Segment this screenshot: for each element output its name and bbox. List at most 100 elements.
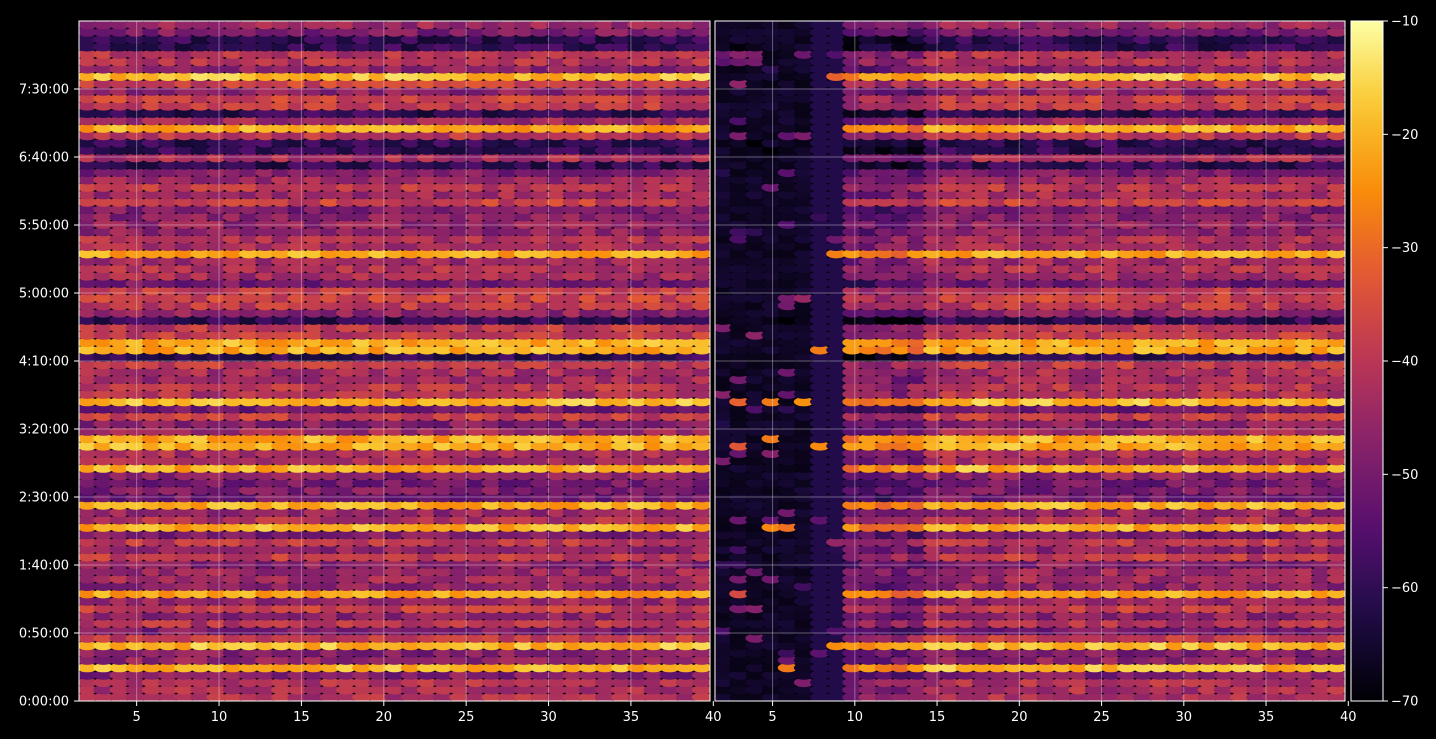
heatmap-cell: [271, 382, 292, 392]
heatmap-cell: [79, 212, 98, 222]
heatmap-cell: [611, 382, 631, 392]
heatmap-cell: [465, 190, 486, 200]
heatmap-cell: [271, 175, 292, 185]
heatmap-cell: [303, 167, 324, 178]
heatmap-cell: [174, 493, 195, 503]
heatmap-cell: [400, 426, 421, 436]
heatmap-cell: [858, 552, 879, 562]
heatmap-cell: [594, 648, 615, 658]
heatmap-cell: [93, 278, 114, 288]
heatmap-cell: [659, 552, 680, 562]
heatmap-cell: [826, 596, 847, 606]
heatmap-cell: [336, 641, 356, 651]
heatmap-cell: [923, 493, 944, 503]
heatmap-cell: [1197, 611, 1218, 621]
heatmap-cell: [271, 123, 292, 133]
heatmap-cell: [352, 567, 373, 577]
heatmap-cell: [761, 478, 782, 488]
heatmap-cell: [465, 131, 486, 141]
heatmap-cell: [449, 101, 470, 111]
heatmap-cell: [255, 426, 276, 436]
heatmap-cell: [481, 448, 502, 458]
heatmap-cell: [303, 352, 324, 362]
heatmap-cell: [109, 34, 130, 45]
heatmap-cell: [125, 86, 146, 96]
heatmap-cell: [906, 493, 927, 503]
heatmap-cell: [465, 256, 486, 266]
heatmap-cell: [416, 234, 437, 244]
heatmap-cell: [562, 426, 583, 436]
heatmap-cell: [497, 500, 518, 510]
heatmap-cell: [400, 655, 421, 665]
heatmap-cell: [271, 411, 292, 421]
heatmap-cell: [1326, 478, 1345, 488]
heatmap-cell: [352, 330, 373, 340]
heatmap-cell: [319, 426, 340, 436]
heatmap-cell: [643, 116, 664, 126]
heatmap-cell: [906, 448, 927, 458]
heatmap-cell: [497, 249, 518, 259]
heatmap-cell: [336, 352, 356, 362]
heatmap-cell: [1068, 448, 1089, 458]
heatmap-cell: [109, 101, 130, 111]
heatmap-cell: [1294, 463, 1315, 473]
heatmap-cell: [271, 86, 292, 96]
heatmap-cell: [793, 596, 814, 606]
heatmap-cell: [1068, 485, 1089, 495]
heatmap-cell: [659, 352, 680, 362]
heatmap-cell: [1149, 670, 1170, 680]
heatmap-cell: [255, 618, 276, 629]
heatmap-cell: [627, 234, 648, 244]
heatmap-cell: [890, 581, 911, 592]
heatmap-cell: [939, 685, 960, 695]
heatmap-cell: [611, 604, 631, 614]
heatmap-cell: [238, 471, 259, 481]
heatmap-cell: [971, 530, 992, 540]
heatmap-cell: [1181, 655, 1202, 665]
heatmap-cell: [433, 219, 453, 229]
heatmap-cell: [238, 685, 259, 695]
heatmap-cell: [449, 441, 470, 451]
heatmap-cell: [174, 264, 195, 274]
heatmap-cell: [222, 633, 243, 643]
heatmap-cell: [336, 471, 356, 481]
heatmap-cell: [416, 197, 437, 207]
heatmap-cell: [874, 581, 895, 592]
heatmap-cell: [238, 337, 259, 348]
heatmap-cell: [109, 71, 130, 81]
heatmap-cell: [238, 389, 259, 399]
heatmap-cell: [691, 389, 710, 399]
heatmap-cell: [562, 537, 583, 547]
heatmap-cell: [659, 648, 680, 658]
heatmap-cell: [530, 544, 551, 555]
heatmap-cell: [611, 677, 631, 688]
heatmap-cell: [141, 123, 162, 133]
heatmap-cell: [578, 589, 599, 599]
heatmap-cell: [481, 530, 502, 540]
heatmap-cell: [987, 478, 1008, 488]
heatmap-cell: [1278, 648, 1299, 658]
heatmap-cell: [513, 404, 534, 414]
heatmap-cell: [1020, 522, 1040, 532]
heatmap-cell: [1036, 500, 1057, 510]
heatmap-cell: [906, 500, 927, 510]
heatmap-cell: [336, 567, 356, 577]
heatmap-cell: [1084, 493, 1105, 503]
heatmap-cell: [319, 219, 340, 229]
heatmap-cell: [255, 685, 276, 695]
heatmap-cell: [368, 648, 389, 658]
heatmap-cell: [643, 256, 664, 266]
heatmap-cell: [352, 323, 373, 333]
heatmap-cell: [729, 537, 750, 547]
heatmap-cell: [125, 204, 146, 215]
heatmap-cell: [336, 234, 356, 244]
heatmap-cell: [190, 360, 211, 370]
heatmap-cell: [1020, 559, 1040, 569]
heatmap-cell: [1100, 626, 1121, 636]
heatmap-cell: [449, 389, 470, 399]
heatmap-cell: [416, 293, 437, 303]
heatmap-cell: [93, 677, 114, 688]
heatmap-cell: [384, 559, 405, 569]
heatmap-cell: [190, 116, 211, 126]
heatmap-cell: [222, 86, 243, 96]
